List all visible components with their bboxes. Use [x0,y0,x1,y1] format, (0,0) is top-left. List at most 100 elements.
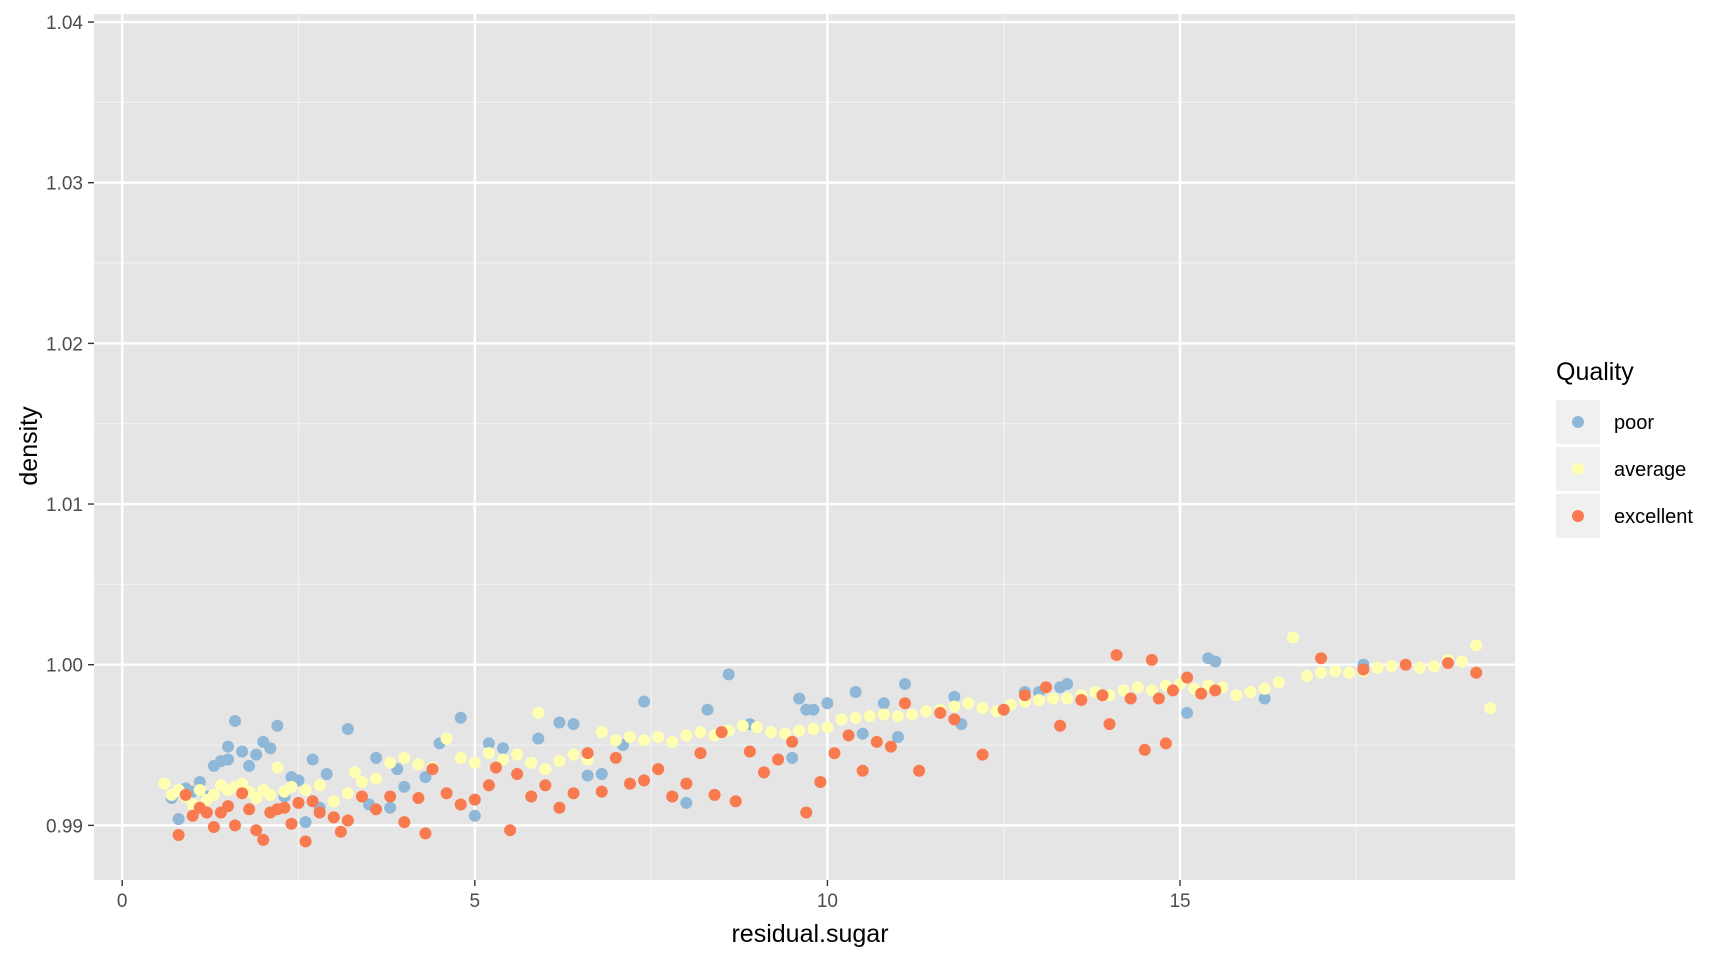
point-poor [341,722,354,735]
point-average [327,795,340,808]
point-average [750,721,763,734]
point-average [1047,692,1060,705]
point-average [1329,665,1342,678]
point-excellent [715,726,728,739]
point-average [355,775,368,788]
point-average [285,780,298,793]
point-excellent [398,816,411,829]
x-axis-title: residual.sugar [731,920,888,948]
point-average [1456,655,1469,668]
point-average [384,756,397,769]
point-average [482,747,495,760]
legend-entry-excellent: excellent [1556,494,1693,538]
point-excellent [567,787,580,800]
point-excellent [200,806,213,819]
point-excellent [1181,671,1194,684]
point-excellent [1195,687,1208,700]
point-poor [299,816,312,829]
point-average [1343,666,1356,679]
point-excellent [800,806,813,819]
point-excellent [440,787,453,800]
point-average [1371,661,1384,674]
point-excellent [384,790,397,803]
point-average [567,748,580,761]
point-excellent [652,763,665,776]
legend-entry-poor: poor [1556,400,1654,444]
x-tick-label: 15 [1169,891,1190,912]
point-poor [567,718,580,731]
point-average [779,727,792,740]
point-poor [1209,655,1222,668]
point-average [1272,676,1285,689]
point-excellent [743,745,756,758]
point-excellent [468,793,481,806]
point-excellent [1103,718,1116,731]
point-excellent [842,729,855,742]
point-excellent [786,735,799,748]
legend-label-excellent: excellent [1614,506,1693,528]
point-average [525,756,538,769]
point-average [609,734,622,747]
point-average [666,735,679,748]
legend: Quality poor average excellent [1556,358,1693,538]
point-poor [877,697,890,710]
point-excellent [243,803,256,816]
point-excellent [595,785,608,798]
point-average [976,702,989,715]
x-tick-label: 5 [470,891,481,912]
point-poor [1181,706,1194,719]
point-excellent [511,767,524,780]
point-average [264,788,277,801]
point-excellent [1152,692,1165,705]
legend-label-average: average [1614,459,1686,481]
point-average [454,751,467,764]
point-average [313,779,326,792]
point-poor [320,767,333,780]
y-tick-label: 1.02 [46,334,83,355]
point-average [398,751,411,764]
point-excellent [814,775,827,788]
point-poor [221,740,234,753]
point-excellent [870,735,883,748]
point-average [1470,639,1483,652]
point-excellent [355,790,368,803]
point-excellent [934,706,947,719]
point-poor [236,745,249,758]
point-excellent [1209,684,1222,697]
point-excellent [708,788,721,801]
point-average [370,772,383,785]
point-average [1258,682,1271,695]
point-excellent [1166,684,1179,697]
legend-entries: poor average excellent [1556,400,1693,538]
point-poor [264,742,277,755]
point-excellent [229,819,242,832]
point-excellent [976,748,989,761]
point-average [348,766,361,779]
point-excellent [680,777,693,790]
point-average [835,713,848,726]
point-excellent [638,774,651,787]
point-average [736,719,749,732]
point-excellent [426,763,439,776]
point-excellent [884,740,897,753]
point-excellent [1399,658,1412,671]
point-excellent [313,806,326,819]
point-poor [468,809,481,822]
point-average [250,792,263,805]
point-excellent [1159,737,1172,750]
legend-label-poor: poor [1614,412,1654,434]
point-poor [595,767,608,780]
point-excellent [666,790,679,803]
point-average [1286,631,1299,644]
point-poor [221,753,234,766]
point-poor [701,703,714,716]
data-points [158,631,1497,848]
point-average [849,711,862,724]
point-poor [638,695,651,708]
point-excellent [221,800,234,813]
point-excellent [913,764,926,777]
point-excellent [757,766,770,779]
point-excellent [1357,663,1370,676]
point-poor [370,751,383,764]
